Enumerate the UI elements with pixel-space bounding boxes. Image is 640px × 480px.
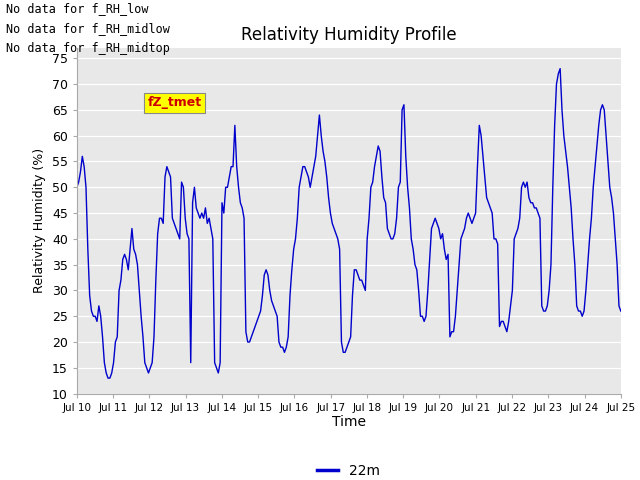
Y-axis label: Relativity Humidity (%): Relativity Humidity (%) bbox=[33, 148, 46, 293]
X-axis label: Time: Time bbox=[332, 415, 366, 430]
Legend: 22m: 22m bbox=[312, 458, 386, 480]
Text: fZ_tmet: fZ_tmet bbox=[147, 96, 202, 109]
Text: No data for f_RH_midlow: No data for f_RH_midlow bbox=[6, 22, 170, 35]
Text: No data for f_RH_midtop: No data for f_RH_midtop bbox=[6, 42, 170, 55]
Title: Relativity Humidity Profile: Relativity Humidity Profile bbox=[241, 25, 456, 44]
Text: No data for f_RH_low: No data for f_RH_low bbox=[6, 2, 149, 15]
